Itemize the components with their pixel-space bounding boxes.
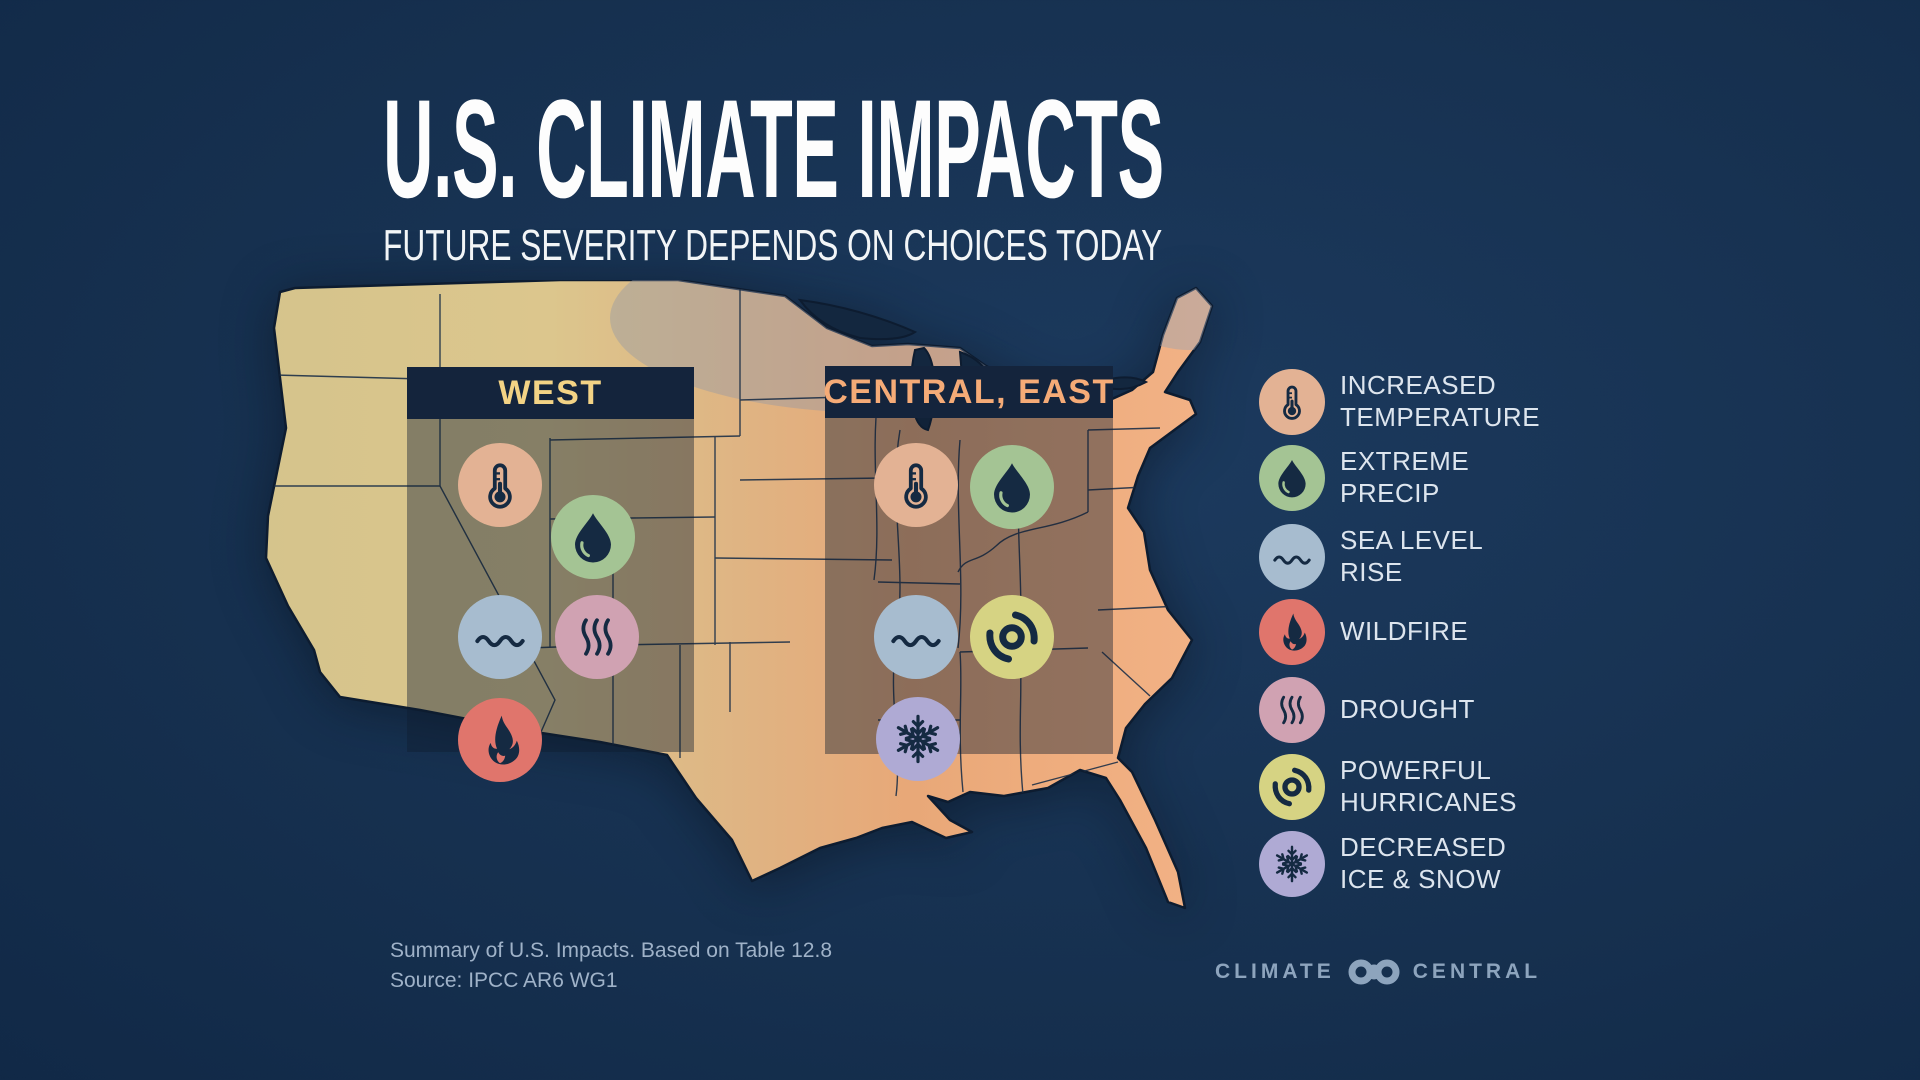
- legend-label: EXTREME PRECIP: [1340, 446, 1469, 509]
- impact-drought: [555, 595, 639, 679]
- legend-badge: [1259, 599, 1325, 665]
- legend-item-decreased-ice-snow: DECREASED ICE & SNOW: [1259, 831, 1506, 897]
- legend-label: INCREASED TEMPERATURE: [1340, 370, 1540, 433]
- thermometer-icon: [488, 463, 512, 509]
- region-panel-west: WEST: [407, 367, 694, 782]
- region-panel-central-east: CENTRAL, EAST: [823, 366, 1115, 781]
- legend-label: POWERFUL HURRICANES: [1340, 755, 1517, 818]
- legend-label-line2: TEMPERATURE: [1340, 402, 1541, 432]
- legend-label-line1: SEA LEVEL: [1340, 525, 1484, 556]
- interlocking-rings-icon: [1348, 959, 1400, 985]
- title-block: U.S. CLIMATE IMPACTS FUTURE SEVERITY DEP…: [383, 70, 1920, 270]
- drought-icon: [581, 618, 613, 656]
- legend-badge: [1259, 524, 1325, 590]
- source-line2: Source: IPCC AR6 WG1: [390, 969, 618, 993]
- legend-label-line1: WILDFIRE: [1340, 616, 1469, 647]
- impact-powerful-hurricanes: [970, 595, 1054, 679]
- impact-decreased-ice-snow: [876, 697, 960, 781]
- thermometer-icon: [904, 463, 928, 509]
- impact-extreme-precip: [551, 495, 635, 579]
- hurricane-icon: [986, 611, 1038, 663]
- legend-label-line2: ICE & SNOW: [1340, 864, 1502, 894]
- thermometer-icon: [1283, 385, 1301, 420]
- legend-item-drought: DROUGHT: [1259, 677, 1475, 743]
- page-subtitle: FUTURE SEVERITY DEPENDS ON CHOICES TODAY: [383, 221, 1163, 270]
- impact-extreme-precip: [970, 445, 1054, 529]
- legend-label-line1: EXTREME: [1340, 446, 1470, 477]
- legend-label-line1: POWERFUL: [1340, 755, 1492, 786]
- us-outline: [264, 280, 1214, 910]
- logo-word-climate: CLIMATE: [1215, 960, 1335, 983]
- west-impacts: [407, 419, 694, 782]
- legend-label-line2: PRECIP: [1340, 478, 1440, 508]
- legend-badge: [1259, 445, 1325, 511]
- legend-badge: [1259, 677, 1325, 743]
- climate-central-logo: CLIMATE CENTRAL: [1215, 958, 1541, 986]
- legend-label-line2: RISE: [1340, 557, 1403, 587]
- legend-label: SEA LEVEL RISE: [1340, 525, 1483, 588]
- central-east-impacts: [825, 418, 1113, 781]
- drought-icon: [1280, 695, 1304, 725]
- legend-item-powerful-hurricanes: POWERFUL HURRICANES: [1259, 754, 1517, 820]
- west-header: WEST: [407, 367, 694, 419]
- impact-sea-level-rise: [458, 595, 542, 679]
- flame-icon: [1283, 613, 1307, 651]
- legend-badge: [1259, 831, 1325, 897]
- source-note: Summary of U.S. Impacts. Based on Table …: [390, 936, 832, 997]
- water-drop-icon: [994, 463, 1030, 513]
- water-drop-icon: [1278, 459, 1306, 498]
- flame-icon: [488, 715, 520, 765]
- waves-icon: [891, 635, 941, 648]
- snowflake-icon: [1275, 845, 1309, 883]
- waves-icon: [1273, 555, 1311, 565]
- region-label-central-east: CENTRAL, EAST: [823, 372, 1115, 411]
- legend-label: DECREASED ICE & SNOW: [1340, 832, 1506, 895]
- water-drop-icon: [575, 513, 611, 563]
- source-line1: Summary of U.S. Impacts. Based on Table …: [390, 939, 832, 962]
- impact-increased-temperature: [458, 443, 542, 527]
- central-east-header: CENTRAL, EAST: [823, 366, 1115, 418]
- impact-wildfire: [458, 698, 542, 782]
- legend-label-line1: DECREASED: [1340, 832, 1507, 863]
- legend-badge: [1259, 754, 1325, 820]
- legend-item-sea-level-rise: SEA LEVEL RISE: [1259, 524, 1483, 590]
- region-label-west: WEST: [498, 373, 603, 412]
- legend-label-line1: DROUGHT: [1340, 694, 1475, 725]
- legend-item-increased-temperature: INCREASED TEMPERATURE: [1259, 369, 1540, 435]
- legend-label-line1: INCREASED: [1340, 370, 1497, 401]
- impact-sea-level-rise: [874, 595, 958, 679]
- legend-label: WILDFIRE: [1340, 616, 1468, 648]
- legend-badge: [1259, 369, 1325, 435]
- logo-word-central: CENTRAL: [1412, 960, 1542, 983]
- hurricane-icon: [1272, 767, 1312, 807]
- legend-item-extreme-precip: EXTREME PRECIP: [1259, 445, 1469, 511]
- legend-label-line2: HURRICANES: [1340, 787, 1517, 817]
- page-title: U.S. CLIMATE IMPACTS: [383, 70, 1164, 227]
- legend-item-wildfire: WILDFIRE: [1259, 599, 1468, 665]
- legend-label: DROUGHT: [1340, 694, 1475, 726]
- snowflake-icon: [896, 714, 940, 764]
- impact-increased-temperature: [874, 443, 958, 527]
- waves-icon: [475, 635, 525, 648]
